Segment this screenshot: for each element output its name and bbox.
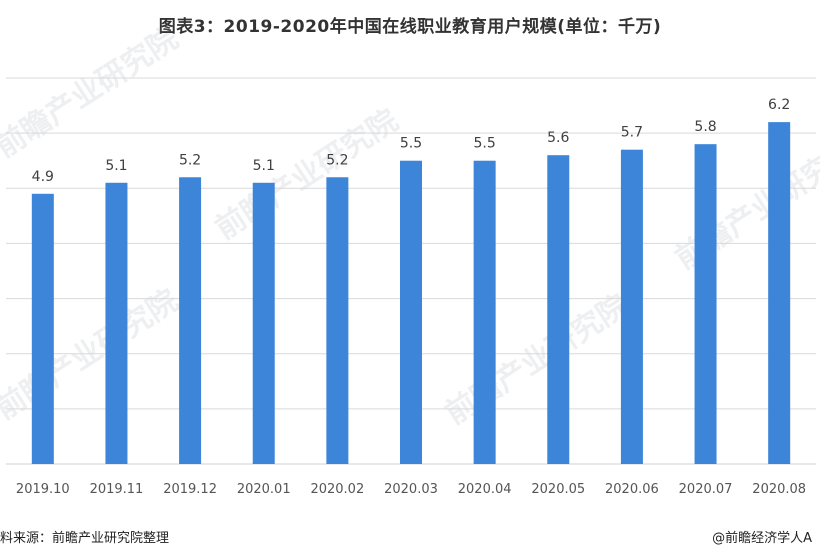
bar xyxy=(400,160,422,464)
source-note: 料来源：前瞻产业研究院整理 xyxy=(0,531,170,546)
bar xyxy=(252,182,275,464)
x-tick-label: 2020.08 xyxy=(752,482,806,497)
data-label: 5.1 xyxy=(105,158,127,174)
data-label: 5.5 xyxy=(400,136,422,152)
bar xyxy=(326,177,349,464)
x-tick-label: 2020.03 xyxy=(384,482,438,497)
data-label: 5.2 xyxy=(179,152,201,168)
x-tick-label: 2020.01 xyxy=(237,482,291,497)
author-credit: @前瞻经济学人A xyxy=(712,531,812,546)
bar-chart: 4.9 2019.10 5.1 2019.11 5.2 2019.12 5.1 2020.01… xyxy=(6,77,816,497)
bar xyxy=(473,160,496,464)
chart-title: 图表3：2019-2020年中国在线职业教育用户规模(单位：千万) xyxy=(158,17,662,37)
bar xyxy=(179,177,202,464)
x-tick-label: 2020.07 xyxy=(679,482,733,497)
data-label: 5.7 xyxy=(621,125,643,141)
x-tick-label: 2020.06 xyxy=(605,482,659,497)
data-label: 5.6 xyxy=(547,130,569,146)
bar xyxy=(620,149,643,464)
bar xyxy=(547,155,570,464)
bar xyxy=(694,144,717,464)
data-label: 6.2 xyxy=(768,97,790,113)
data-label: 5.2 xyxy=(326,152,348,168)
bar xyxy=(768,122,791,464)
data-label: 5.8 xyxy=(694,119,716,135)
data-label: 5.5 xyxy=(474,136,496,152)
x-tick-label: 2020.04 xyxy=(458,482,512,497)
data-label: 5.1 xyxy=(253,158,275,174)
x-tick-label: 2019.10 xyxy=(16,482,70,497)
x-tick-label: 2019.11 xyxy=(90,482,144,497)
bar xyxy=(31,193,54,465)
x-tick-label: 2020.02 xyxy=(310,482,364,497)
x-tick-label: 2019.12 xyxy=(163,482,217,497)
bar xyxy=(105,182,128,464)
x-tick-label: 2020.05 xyxy=(531,482,585,497)
data-label: 4.9 xyxy=(32,169,54,185)
